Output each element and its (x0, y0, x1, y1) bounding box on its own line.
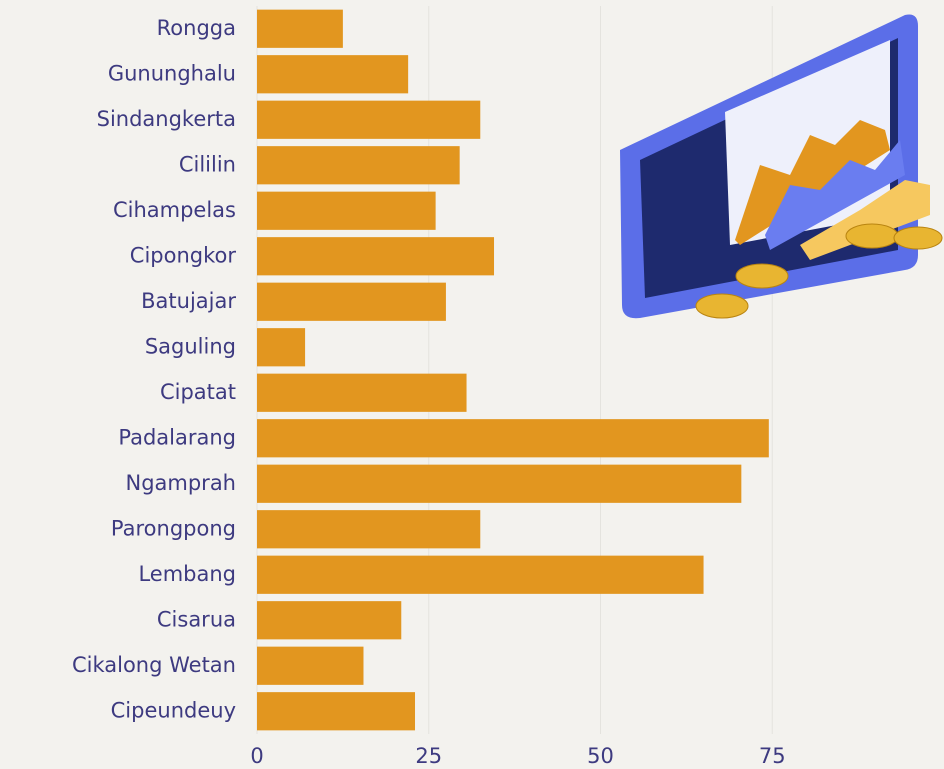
y-tick-label: Padalarang (118, 425, 236, 449)
bar (257, 510, 481, 549)
y-tick-label: Parongpong (111, 516, 236, 540)
bar (257, 373, 467, 412)
y-tick-label: Cihampelas (113, 198, 236, 222)
y-tick-label: Cililin (179, 152, 236, 176)
x-tick-label: 0 (250, 744, 263, 768)
bar (257, 601, 402, 640)
y-tick-label: Sindangkerta (97, 107, 236, 131)
y-tick-label: Cipeundeuy (111, 698, 236, 722)
x-tick-label: 50 (587, 744, 614, 768)
y-tick-label: Batujajar (141, 289, 236, 313)
bar (257, 237, 495, 276)
illustration (620, 14, 943, 319)
chart-area-2 (765, 140, 905, 250)
y-tick-label: Cipatat (160, 380, 236, 404)
bar (257, 646, 364, 685)
bar (257, 464, 742, 503)
y-tick-label: Cisarua (157, 607, 236, 631)
bar (257, 55, 409, 94)
y-tick-label: Cikalong Wetan (72, 653, 236, 677)
bar (257, 282, 446, 321)
bar (257, 328, 306, 367)
y-tick-label: Saguling (145, 334, 236, 358)
y-tick-label: Cipongkor (130, 243, 237, 267)
bar (257, 9, 343, 48)
chart-area-3 (800, 180, 930, 260)
bar (257, 555, 704, 594)
coin (845, 223, 899, 249)
coin (695, 293, 749, 319)
coin (893, 226, 943, 250)
x-tick-label: 25 (415, 744, 442, 768)
bar (257, 692, 416, 731)
coin (735, 263, 789, 289)
chart-area-1 (735, 120, 890, 245)
y-tick-label: Ngamprah (125, 471, 236, 495)
bars (257, 9, 769, 731)
y-tick-label: Gununghalu (108, 61, 236, 85)
y-tick-label: Lembang (138, 562, 236, 586)
x-tick-label: 75 (759, 744, 786, 768)
bar (257, 419, 769, 458)
bar (257, 191, 436, 230)
bar (257, 146, 460, 185)
bar (257, 100, 481, 139)
y-tick-label: Rongga (157, 16, 236, 40)
